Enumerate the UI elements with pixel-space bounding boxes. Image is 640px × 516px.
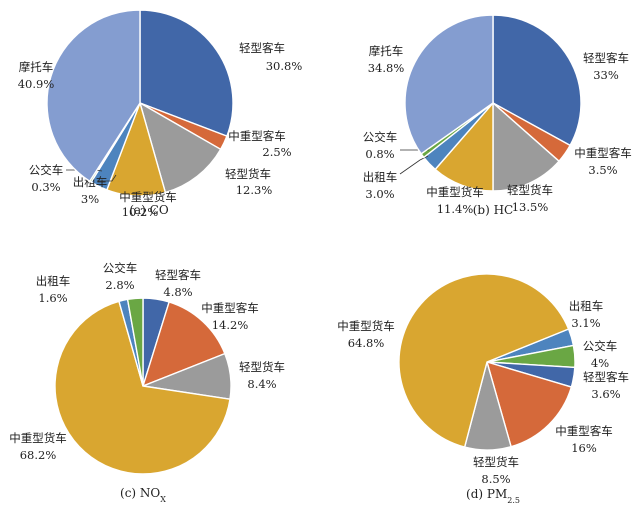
pie-slice	[434, 101, 494, 192]
chart-caption: (a) CO	[129, 203, 169, 217]
slice-name-label: 轻型货车	[507, 183, 553, 197]
slice-percent-label: 12.3%	[236, 183, 273, 197]
pie-slice	[404, 14, 494, 155]
slice-name-label: 中重型货车	[426, 185, 484, 199]
slice-name-label: 摩托车	[19, 60, 54, 74]
pie-slice	[492, 101, 560, 192]
slice-name-label: 轻型货车	[239, 360, 285, 374]
slice-name-label: 中重型货车	[9, 431, 67, 445]
slice-name-label: 公交车	[29, 163, 64, 177]
slice-name-label: 摩托车	[369, 44, 404, 58]
slice-percent-label: 3.6%	[591, 387, 620, 401]
slice-percent-label: 2.5%	[262, 145, 291, 159]
slice-percent-label: 4.8%	[163, 285, 192, 299]
pie-chart-2: 轻型客车 33% 中重型客车 3.5% 轻型货车 13.5% 中重型货车 11.4% 出租车 3.…	[363, 14, 632, 217]
chart-caption-subscript: X	[160, 495, 166, 504]
slice-percent-label: 4%	[591, 356, 609, 370]
slice-name-label: 中重型客车	[201, 301, 259, 315]
slice-name-label: 轻型客车	[583, 370, 629, 384]
slice-percent-label: 1.6%	[38, 291, 67, 305]
slice-percent-label: 16%	[571, 441, 597, 455]
slice-percent-label: 0.3%	[31, 180, 60, 194]
slice-percent-label: 2.8%	[105, 278, 134, 292]
slice-percent-label: 8.5%	[481, 472, 510, 486]
pie-slice	[485, 360, 573, 448]
slice-percent-label: 3.1%	[571, 316, 600, 330]
slice-name-label: 出租车	[36, 274, 71, 288]
pie-slice	[54, 300, 231, 475]
slice-percent-label: 11.4%	[437, 202, 474, 216]
chart-caption: (d) PM2.5	[466, 487, 520, 505]
pie-slice	[141, 301, 226, 388]
slice-name-label: 轻型客车	[239, 41, 285, 55]
slice-name-label: 公交车	[583, 339, 618, 353]
slice-name-label: 轻型货车	[225, 167, 271, 181]
slice-name-label: 中重型货车	[119, 190, 177, 204]
slice-name-label: 中重型货车	[337, 319, 395, 333]
pie-slice	[398, 273, 570, 448]
slice-percent-label: 14.2%	[212, 318, 249, 332]
chart-caption-subscript: 2.5	[507, 496, 520, 505]
slice-name-label: 公交车	[103, 261, 138, 275]
slice-name-label: 中重型客车	[574, 146, 632, 160]
slice-percent-label: 3.5%	[588, 163, 617, 177]
slice-percent-label: 30.8%	[266, 59, 303, 73]
pie-chart-4: 出租车 3.1% 公交车 4%轻型客车 3.6% 中重型客车 16% 轻型货车 8.5% 中重型货…	[337, 273, 629, 505]
slice-name-label: 轻型货车	[473, 455, 519, 469]
slice-percent-label: 8.4%	[247, 377, 276, 391]
slice-name-label: 公交车	[363, 130, 398, 144]
pie-slice	[126, 297, 144, 387]
pie-slice	[138, 101, 222, 194]
slice-percent-label: 10.2%	[122, 205, 159, 219]
slice-name-label: 出租车	[363, 170, 398, 184]
slice-name-label: 中重型客车	[228, 129, 286, 143]
pie-slice	[46, 9, 141, 183]
pie-chart-3: 轻型客车 4.8% 中重型客车 14.2% 轻型货车 8.4% 中重型货车 68.2% 出租车 1…	[9, 261, 285, 504]
slice-percent-label: 40.9%	[18, 77, 55, 91]
slice-name-label: 出租车	[569, 299, 604, 313]
slice-percent-label: 0.8%	[365, 147, 394, 161]
chart-caption: (c) NOX	[120, 486, 166, 504]
pie-slice	[492, 14, 582, 147]
slice-percent-label: 34.8%	[368, 61, 405, 75]
slice-percent-label: 68.2%	[20, 448, 57, 462]
slice-percent-label: 3.0%	[365, 187, 394, 201]
slice-name-label: 轻型客车	[583, 51, 629, 65]
slice-percent-label: 13.5%	[512, 200, 549, 214]
pie-slice	[139, 9, 234, 138]
slice-percent-label: 3%	[81, 192, 99, 206]
pie-chart-1: 轻型客车30.8%中重型客车2.5%轻型货车12.3%中重型货车10.2%出租车…	[18, 9, 303, 219]
slice-percent-label: 64.8%	[348, 336, 385, 350]
slice-percent-label: 33%	[593, 68, 619, 82]
slice-name-label: 中重型客车	[555, 424, 613, 438]
leader-line	[97, 174, 117, 182]
leader-line	[399, 155, 429, 175]
chart-caption: (b) HC	[473, 203, 514, 217]
slice-name-label: 轻型客车	[155, 268, 201, 282]
